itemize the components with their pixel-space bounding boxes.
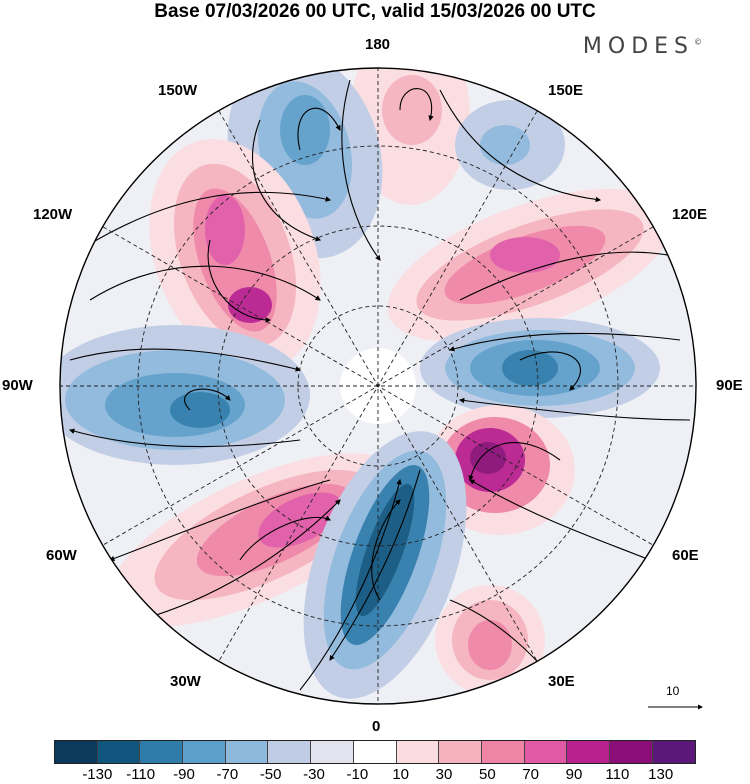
- map-boundary: [59, 67, 697, 705]
- lon-label-30w: 30W: [170, 673, 201, 690]
- colorbar: [54, 740, 697, 764]
- colorbar-tick-label: -110: [126, 766, 156, 783]
- colorbar-tick-label: -130: [82, 766, 113, 783]
- colorbar-tick-label: 130: [648, 766, 674, 783]
- colorbar-cell: [439, 741, 482, 763]
- lon-label-60w: 60W: [46, 547, 77, 564]
- brand-text: MODES: [582, 34, 694, 59]
- colorbar-cell: [481, 741, 525, 763]
- lon-label-30e: 30E: [548, 673, 575, 690]
- anomaly-cell-150e: [455, 100, 565, 190]
- colorbar-cell: [55, 741, 98, 763]
- lon-label-120e: 120E: [672, 206, 708, 223]
- colorbar-cell: [524, 741, 568, 763]
- colorbar-tick-label: -10: [346, 766, 369, 783]
- anomaly-cell-150w: [227, 68, 383, 259]
- vector-scale-label: 10: [666, 684, 680, 698]
- brand-mark: ©: [694, 37, 702, 47]
- colorbar-cell: [225, 741, 269, 763]
- colorbar-tick-label: 90: [565, 766, 583, 783]
- anomaly-cell-90w: [60, 325, 310, 465]
- colorbar-tick-label: 70: [522, 766, 539, 783]
- colorbar-tick-label: -90: [173, 766, 195, 783]
- anomaly-cell-120e: [387, 188, 673, 342]
- colorbar-cell: [609, 741, 653, 763]
- anomaly-cell-30e: [435, 585, 545, 695]
- map-disk: [60, 68, 696, 704]
- lon-label-150w: 150W: [158, 82, 198, 99]
- colorbar-cell: [311, 741, 354, 763]
- graticule: [60, 68, 696, 704]
- lon-label-90w: 90W: [2, 377, 33, 394]
- colorbar-tick-label: 10: [392, 766, 409, 783]
- colorbar-tick-label: -70: [216, 766, 239, 783]
- anomaly-cell-120w: [149, 138, 321, 372]
- lon-label-0: 0: [372, 718, 381, 735]
- colorbar-tick-label: 30: [435, 766, 453, 783]
- colorbar-cell: [353, 741, 397, 763]
- lon-label-180: 180: [365, 36, 391, 53]
- colorbar-cell: [652, 741, 696, 763]
- lon-label-60e: 60E: [672, 547, 699, 564]
- colorbar-cell: [567, 741, 610, 763]
- colorbar-ticks: -130 -110 -90 -70 -50 -30 -10 10 30 50 70 90 110 130: [54, 766, 704, 784]
- streamlines: [68, 79, 692, 691]
- chart-title: Base 07/03/2026 00 UTC, valid 15/03/2026…: [154, 1, 596, 22]
- anomaly-field: [60, 68, 696, 704]
- lon-label-90e: 90E: [716, 377, 743, 394]
- colorbar-tick-label: -30: [303, 766, 325, 783]
- colorbar-cell: [183, 741, 226, 763]
- colorbar-tick-label: -50: [259, 766, 282, 783]
- anomaly-cell-0: [303, 431, 467, 699]
- lon-label-150e: 150E: [548, 82, 584, 99]
- colorbar-cell: [97, 741, 141, 763]
- colorbar-cell: [140, 741, 184, 763]
- colorbar-tick-label: 50: [478, 766, 496, 783]
- colorbar-cell: [268, 741, 312, 763]
- colorbar-cell: [396, 741, 440, 763]
- modes-logo: MODES©: [583, 34, 702, 59]
- colorbar-tick-label: 110: [605, 766, 630, 783]
- lon-label-120w: 120W: [33, 206, 73, 223]
